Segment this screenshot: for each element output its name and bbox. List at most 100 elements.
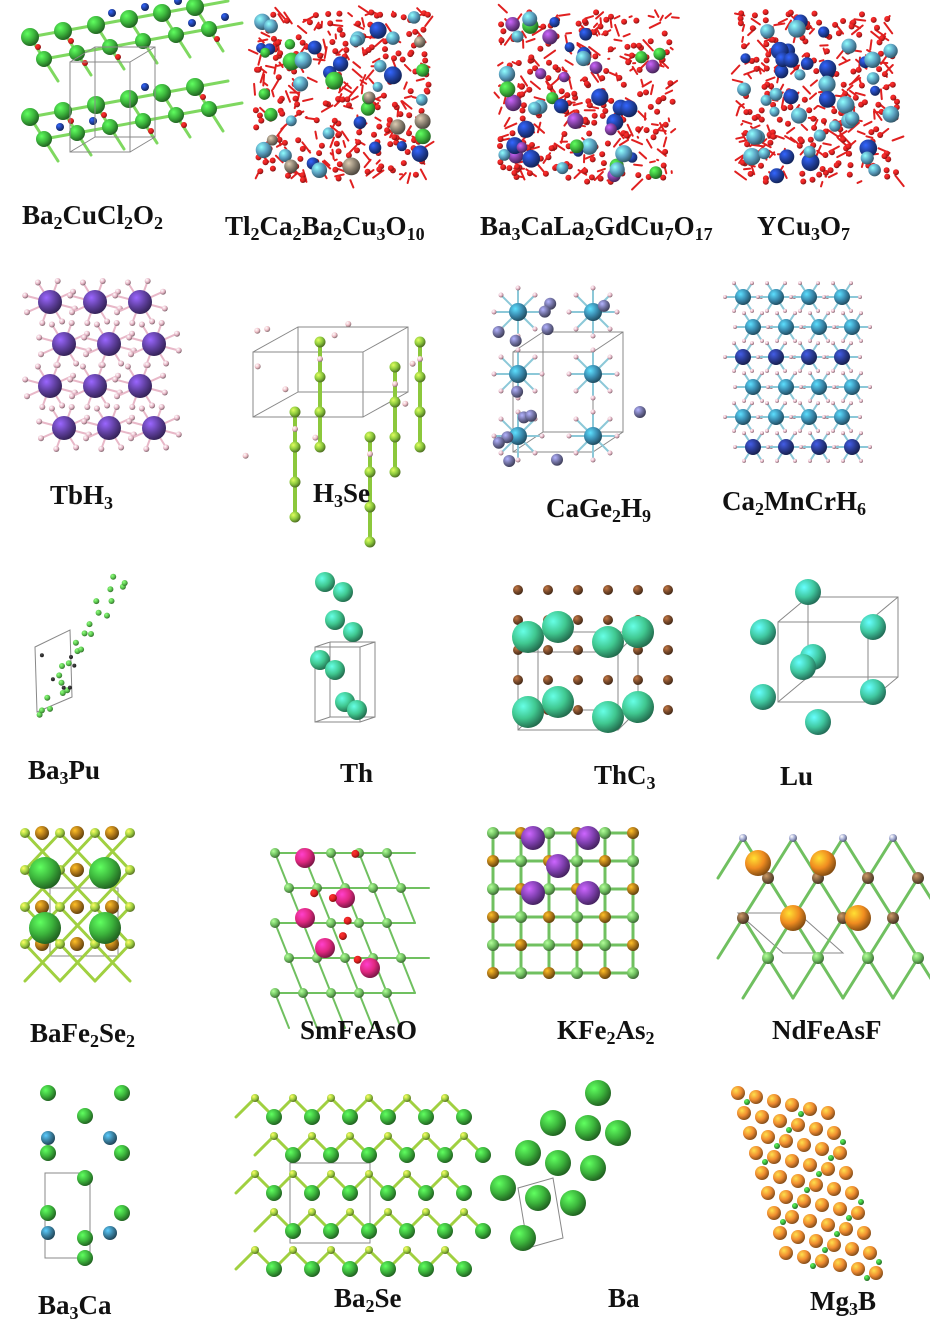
ba-atom xyxy=(40,1145,56,1161)
b-atom xyxy=(780,1219,786,1225)
mg-atom xyxy=(785,1098,799,1112)
o-atom xyxy=(181,122,187,128)
ba-atom xyxy=(56,672,63,679)
k-atom xyxy=(576,826,600,850)
bond xyxy=(274,6,286,20)
o-atom xyxy=(397,111,404,118)
bond xyxy=(403,95,413,99)
fe-as-atom xyxy=(543,827,555,839)
h-atom xyxy=(841,311,845,316)
h-atom xyxy=(775,311,779,316)
bond xyxy=(284,90,291,103)
metal-atom xyxy=(819,59,837,77)
metal-atom xyxy=(870,85,881,96)
o-atom xyxy=(148,128,154,134)
se-atom xyxy=(125,902,135,912)
crystal-structure-0-2 xyxy=(478,2,693,192)
bond xyxy=(401,100,413,110)
bond xyxy=(23,831,62,872)
se-atom xyxy=(125,939,135,949)
bond xyxy=(667,117,671,123)
h-atom xyxy=(756,295,760,299)
mg-atom xyxy=(803,1102,817,1116)
formula-element: TbH xyxy=(50,480,105,510)
bond xyxy=(775,134,785,140)
bond xyxy=(738,138,750,143)
h-atom xyxy=(783,428,787,433)
ba-atom xyxy=(304,1109,320,1125)
h-atom xyxy=(799,325,803,329)
mg-atom xyxy=(767,1094,781,1108)
o-atom xyxy=(811,124,818,131)
o-atom xyxy=(799,170,806,177)
as-atom xyxy=(284,953,294,963)
formula-element: Cu xyxy=(342,211,377,241)
o-atom xyxy=(852,94,859,101)
h-atom xyxy=(498,388,504,394)
b-atom xyxy=(798,1111,804,1117)
bond xyxy=(883,21,894,35)
k-atom xyxy=(576,881,600,905)
as-atom xyxy=(396,883,406,893)
ba-atom xyxy=(59,663,65,669)
th-atom xyxy=(622,616,654,648)
h-atom xyxy=(808,371,812,376)
bond xyxy=(564,59,574,66)
bond xyxy=(374,116,382,122)
fe-as-atom xyxy=(627,855,639,867)
o-atom xyxy=(769,129,776,136)
bond xyxy=(664,89,674,95)
bond xyxy=(671,16,680,19)
h-atom xyxy=(789,355,793,359)
o-atom xyxy=(519,107,526,114)
metal-atom xyxy=(783,52,799,68)
fe-atom xyxy=(105,826,119,840)
o-atom xyxy=(335,96,342,102)
bond xyxy=(274,154,284,164)
h-atom xyxy=(331,332,338,339)
ge-atom xyxy=(511,385,524,398)
o-atom xyxy=(762,17,769,24)
o-atom xyxy=(335,175,342,182)
metal-atom xyxy=(760,24,775,39)
formula-subscript: 3 xyxy=(59,768,69,789)
h-atom xyxy=(254,327,261,334)
structure-drawing xyxy=(40,1085,130,1266)
h-atom xyxy=(756,415,760,419)
o-atom xyxy=(763,57,770,64)
b-atom xyxy=(762,1159,768,1165)
bond xyxy=(883,61,894,74)
h-atom xyxy=(614,433,620,439)
h-atom xyxy=(39,404,46,410)
ba-atom xyxy=(418,1109,434,1125)
h-atom xyxy=(59,318,66,325)
formula-subscript: 2 xyxy=(126,1031,135,1052)
o-atom xyxy=(770,101,777,108)
metal-atom xyxy=(778,319,794,335)
metal-atom xyxy=(285,115,297,127)
tb-atom xyxy=(128,374,152,398)
o-atom xyxy=(424,88,431,95)
bond xyxy=(504,122,518,130)
bond xyxy=(613,137,622,148)
o-atom xyxy=(540,23,547,30)
fe-as-atom xyxy=(627,883,639,895)
bond xyxy=(288,957,304,994)
ba-atom xyxy=(40,1205,56,1221)
h-atom xyxy=(816,341,820,346)
ba-atom xyxy=(107,586,114,593)
metal-atom xyxy=(415,128,431,145)
fe-as-atom xyxy=(543,911,555,923)
o-atom xyxy=(407,88,414,95)
atom xyxy=(862,872,874,884)
o-atom xyxy=(294,101,301,108)
h-atom xyxy=(163,360,170,367)
bond xyxy=(321,160,332,170)
mg-atom xyxy=(779,1190,793,1204)
bond xyxy=(419,168,427,181)
metal-atom xyxy=(735,349,751,365)
bond xyxy=(650,84,654,96)
h-atom xyxy=(816,308,820,313)
h-atom xyxy=(149,318,156,325)
bond xyxy=(593,170,604,181)
